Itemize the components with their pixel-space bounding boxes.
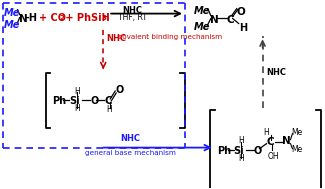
Text: Me: Me bbox=[194, 22, 210, 32]
Text: NHC: NHC bbox=[122, 6, 142, 15]
Text: C: C bbox=[104, 96, 112, 106]
Text: N: N bbox=[282, 136, 291, 146]
Text: Ph: Ph bbox=[217, 146, 231, 156]
Text: C: C bbox=[266, 137, 274, 147]
Text: Me: Me bbox=[194, 6, 210, 16]
Text: 3: 3 bbox=[101, 15, 106, 21]
Text: H: H bbox=[238, 136, 243, 145]
Text: O: O bbox=[237, 7, 245, 17]
Text: N: N bbox=[19, 14, 27, 24]
Text: Me: Me bbox=[4, 8, 20, 18]
Text: covalent binding mechanism: covalent binding mechanism bbox=[116, 34, 222, 40]
Text: NHC: NHC bbox=[120, 134, 140, 143]
Text: O: O bbox=[90, 96, 98, 106]
Text: 2: 2 bbox=[59, 15, 64, 21]
Text: general base mechanism: general base mechanism bbox=[85, 149, 176, 156]
Text: O: O bbox=[254, 146, 262, 156]
Text: NHC: NHC bbox=[266, 68, 287, 77]
Text: C: C bbox=[227, 15, 234, 25]
Text: Si: Si bbox=[234, 146, 244, 156]
Text: H: H bbox=[106, 105, 112, 114]
Text: O: O bbox=[115, 85, 124, 95]
Text: NHC: NHC bbox=[106, 34, 126, 43]
Text: Ph: Ph bbox=[52, 96, 67, 106]
Text: H: H bbox=[239, 22, 247, 33]
Text: OH: OH bbox=[267, 152, 279, 161]
Text: H: H bbox=[74, 87, 80, 95]
Text: Me: Me bbox=[4, 19, 20, 29]
Text: H: H bbox=[74, 104, 80, 113]
Text: Me: Me bbox=[292, 128, 303, 137]
Text: + PhSiH: + PhSiH bbox=[62, 13, 110, 23]
Text: Si: Si bbox=[70, 96, 80, 106]
Text: THF, RT: THF, RT bbox=[118, 13, 147, 22]
Text: –H: –H bbox=[25, 13, 38, 23]
Text: H: H bbox=[264, 128, 269, 137]
Text: N: N bbox=[210, 15, 218, 25]
Text: Me: Me bbox=[292, 145, 303, 154]
Text: + CO: + CO bbox=[39, 13, 66, 23]
Text: H: H bbox=[238, 154, 243, 163]
